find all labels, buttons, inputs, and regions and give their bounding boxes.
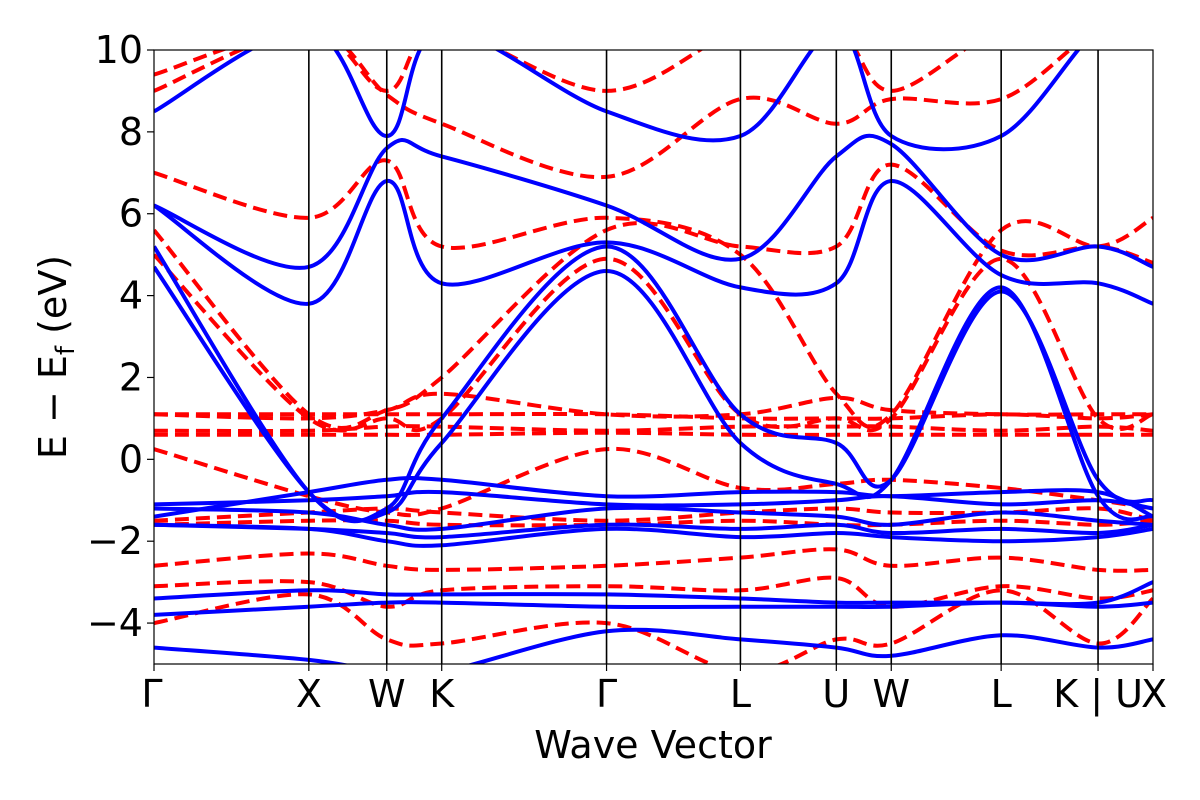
band-line-dashed-21 [154, 391, 1153, 421]
band-line-solid-5 [154, 476, 1153, 519]
y-tick-label-5: 6 [119, 192, 143, 236]
band-line-solid-10 [154, 50, 1081, 152]
y-tick-label-1: −2 [87, 519, 143, 563]
band-line-solid-3 [154, 522, 1153, 540]
band-line-solid-11 [154, 627, 1153, 664]
x-tick-label-6: U [822, 672, 850, 716]
band-line-solid-2 [154, 505, 1153, 532]
x-axis-title: Wave Vector [534, 723, 772, 767]
x-tick-label-9: K | U [1053, 672, 1143, 717]
x-tick-label-10: X [1141, 672, 1167, 716]
x-tick-label-8: L [991, 672, 1012, 716]
band-line-solid-1 [154, 600, 1153, 617]
x-tick-label-3: K [429, 672, 455, 716]
x-tick-label-5: L [730, 672, 751, 716]
y-axis-title-main: E − E [31, 355, 75, 459]
band-line-dashed-18 [154, 430, 1153, 437]
band-line-solid-7 [154, 244, 1153, 524]
band-line-dashed-27 [154, 588, 1153, 664]
band-line-dashed-13 [154, 575, 1153, 609]
kpoint-lines [308, 50, 1099, 664]
y-tick-label-4: 4 [119, 274, 143, 318]
plot-frame [153, 49, 1154, 665]
x-tick-label-1: X [296, 672, 322, 716]
band-line-solid-12 [154, 489, 1153, 511]
y-axis-title-unit: (eV) [31, 255, 75, 346]
y-tick-label-3: 2 [119, 355, 143, 399]
band-line-dashed-23 [154, 162, 1153, 430]
x-tick-label-7: W [872, 672, 910, 716]
x-tick-label-0: Γ [141, 672, 162, 716]
band-line-dashed-26 [154, 50, 968, 93]
band-line-dashed-16 [154, 506, 1153, 523]
y-axis-title-sub: f [51, 345, 81, 355]
band-line-solid-4 [154, 522, 1153, 548]
y-tick-label-7: 10 [95, 28, 143, 72]
x-tick-label-4: Γ [596, 672, 617, 716]
series-layer [154, 50, 1153, 664]
band-line-dashed-19 [154, 424, 1153, 434]
y-ticks: −4 −2 0 2 4 6 8 10 [87, 28, 154, 645]
x-tick-label-2: W [368, 672, 406, 716]
band-line-dashed-14 [154, 547, 1153, 573]
y-axis-title: E − Ef (eV) [31, 255, 81, 459]
plot-background [154, 50, 1153, 664]
y-tick-label-6: 8 [119, 110, 143, 154]
y-tick-label-2: 0 [119, 437, 143, 481]
band-line-dashed-25 [154, 50, 1073, 180]
y-tick-label-0: −4 [87, 601, 143, 645]
band-line-dashed-17 [154, 446, 1153, 518]
